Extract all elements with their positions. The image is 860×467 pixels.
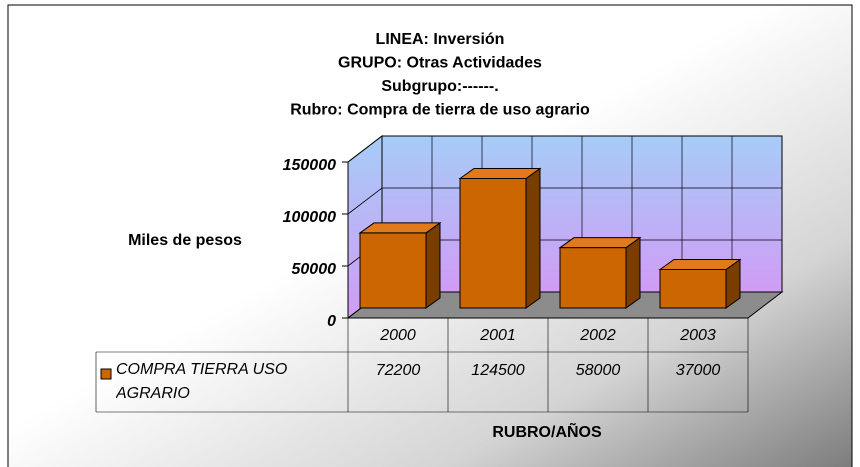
y-axis-label: Miles de pesos (128, 232, 242, 249)
chart-title: Rubro: Compra de tierra de uso agrario (290, 102, 590, 119)
data-label: 72200 (376, 362, 421, 379)
bar (558, 236, 642, 309)
bar-front (659, 269, 727, 309)
y-tick-label: 50000 (292, 261, 337, 278)
grid-line (347, 135, 782, 163)
y-tick-label: 100000 (283, 209, 336, 226)
bar-side (425, 221, 441, 309)
bar-top (458, 168, 542, 180)
legend-entry: COMPRA TIERRA USO AGRARIO (116, 361, 288, 402)
grid-line (347, 187, 782, 215)
chart-title: LINEA: Inversión (376, 31, 505, 48)
data-label: 37000 (676, 362, 721, 379)
data-label: 58000 (576, 362, 621, 379)
bar-top (658, 259, 742, 271)
chart-title: GRUPO: Otras Actividades (338, 55, 542, 72)
x-axis-label: RUBRO/AÑOS (492, 421, 602, 441)
legend-swatch (100, 368, 112, 380)
bar-top (358, 222, 442, 234)
bar (458, 167, 542, 309)
bar (658, 258, 742, 309)
x-tick-label: 2003 (679, 327, 716, 344)
bar-front (359, 232, 427, 309)
x-tick-label: 2002 (579, 327, 616, 344)
x-tick-label: 2000 (379, 327, 416, 344)
y-tick-label: 150000 (283, 157, 336, 174)
legend-label: COMPRA TIERRA USO AGRARIO (116, 361, 288, 402)
bar-front (559, 247, 627, 309)
chart-title: Subgrupo:------. (381, 78, 498, 95)
bar (358, 221, 442, 309)
data-label: 124500 (471, 362, 524, 379)
y-tick-label: 0 (327, 313, 336, 330)
bar-front (459, 178, 527, 309)
bar-top (558, 237, 642, 249)
bar-side (625, 236, 641, 309)
bar-side (525, 167, 541, 309)
x-tick-label: 2001 (479, 327, 516, 344)
